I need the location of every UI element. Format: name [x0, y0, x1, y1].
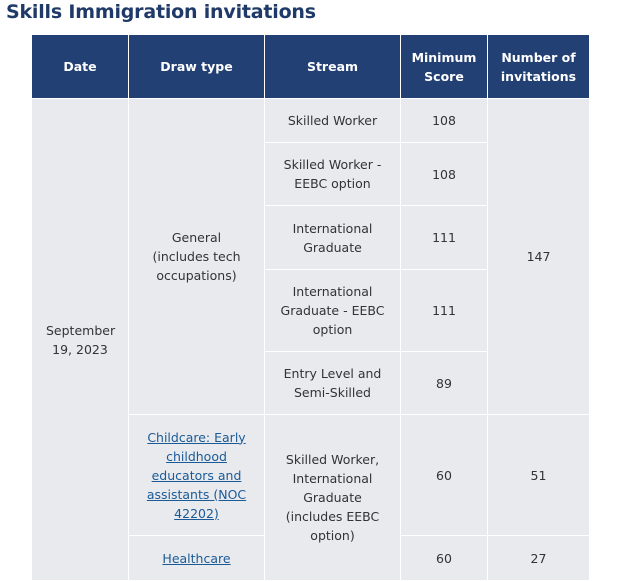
invitations-table: Date Draw type Stream Minimum Score Numb… — [31, 35, 590, 581]
row: Childcare: Early childhood educators and… — [32, 414, 590, 581]
draw-type-link[interactable]: Healthcare — [162, 550, 231, 566]
column-header: Minimum Score — [400, 35, 488, 99]
score-cell: 111 — [400, 269, 488, 352]
stream-cell: Entry Level and Semi-Skilled — [264, 351, 401, 415]
row: September 19, 2023 General (includes tec… — [31, 98, 590, 581]
score-cell: 111 — [400, 205, 488, 270]
row: Skilled Worker - EEBC option 108 — [32, 142, 590, 206]
draw-type-cell: Healthcare — [128, 535, 265, 581]
score-cell: 89 — [400, 351, 488, 415]
draw-type-cell: Childcare: Early childhood educators and… — [128, 414, 265, 536]
invitations-cell: 147 — [487, 98, 590, 415]
column-header: Stream — [264, 35, 401, 99]
score-cell: 60 — [400, 535, 488, 581]
draw-type-cell: General (includes tech occupations) — [128, 98, 265, 415]
row: International Graduate - EEBC option 111 — [32, 269, 590, 352]
score-cell: 108 — [400, 142, 488, 206]
stream-cell: Skilled Worker - EEBC option — [264, 142, 401, 206]
stream-cell: International Graduate — [264, 205, 401, 270]
row: Entry Level and Semi-Skilled 89 — [32, 351, 590, 415]
date-cell: September 19, 2023 — [31, 98, 129, 581]
header-row: Date Draw type Stream Minimum Score Numb… — [31, 35, 590, 99]
invitations-cell: 27 — [487, 535, 590, 581]
invitations-cell: 51 — [487, 414, 590, 536]
column-header: Date — [31, 35, 129, 99]
stream-cell: Skilled Worker, International Graduate (… — [264, 414, 401, 581]
score-cell: 60 — [400, 414, 488, 536]
page-title: Skills Immigration invitations — [6, 1, 316, 23]
score-cell: 108 — [400, 98, 488, 143]
column-header: Draw type — [128, 35, 265, 99]
stream-cell: International Graduate - EEBC option — [264, 269, 401, 352]
stream-cell: Skilled Worker — [264, 98, 401, 143]
draw-type-link[interactable]: Childcare: Early childhood educators and… — [146, 429, 247, 521]
row: Healthcare 60 27 — [32, 535, 590, 581]
row: International Graduate 111 — [32, 205, 590, 270]
column-header: Number of invitations — [487, 35, 590, 99]
